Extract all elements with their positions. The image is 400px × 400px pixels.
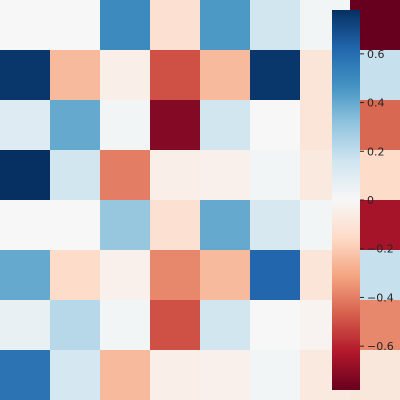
heatmap-cell — [150, 50, 200, 100]
colorbar-gradient — [332, 10, 360, 390]
heatmap-cell — [50, 50, 100, 100]
colorbar-tick-label: 0.4 — [367, 97, 385, 110]
heatmap-cell — [100, 0, 150, 50]
colorbar-ticks: 0.6 0.4 0.2 0 −0.2 −0.4 −0.6 — [360, 48, 394, 353]
heatmap-cell — [0, 350, 50, 400]
heatmap-cell — [150, 300, 200, 350]
colorbar-tick-label: 0 — [367, 194, 374, 207]
heatmap-cell — [250, 350, 300, 400]
heatmap-cell — [50, 100, 100, 150]
heatmap-cell — [200, 100, 250, 150]
heatmap-cell — [250, 50, 300, 100]
heatmap-cell — [100, 50, 150, 100]
heatmap-cell — [150, 100, 200, 150]
heatmap-cell — [250, 300, 300, 350]
heatmap-cell — [100, 100, 150, 150]
heatmap-cell — [250, 0, 300, 50]
heatmap-cell — [100, 250, 150, 300]
heatmap-cell — [100, 200, 150, 250]
heatmap-cell — [0, 0, 50, 50]
colorbar-tick-label: 0.6 — [367, 48, 385, 61]
heatmap-cell — [200, 150, 250, 200]
heatmap-cell — [150, 0, 200, 50]
colorbar-tick-label: 0.2 — [367, 145, 385, 158]
heatmap-cell — [50, 200, 100, 250]
heatmap-cell — [250, 200, 300, 250]
heatmap-cell — [100, 350, 150, 400]
heatmap-cell — [150, 250, 200, 300]
heatmap-cell — [0, 50, 50, 100]
heatmap-cell — [250, 100, 300, 150]
heatmap-cell — [0, 250, 50, 300]
heatmap-cell — [200, 250, 250, 300]
heatmap-cell — [200, 300, 250, 350]
heatmap-cell — [50, 350, 100, 400]
heatmap-cell — [50, 250, 100, 300]
heatmap-cell — [150, 200, 200, 250]
heatmap-cell — [200, 50, 250, 100]
heatmap-cell — [0, 300, 50, 350]
heatmap-cell — [0, 150, 50, 200]
colorbar: 0.6 0.4 0.2 0 −0.2 −0.4 −0.6 — [332, 10, 394, 390]
heatmap-cell — [0, 100, 50, 150]
heatmap-cell — [200, 200, 250, 250]
heatmap-cell — [250, 150, 300, 200]
colorbar-tick-label: −0.4 — [367, 291, 394, 304]
heatmap-cell — [200, 350, 250, 400]
heatmap-cell — [200, 0, 250, 50]
heatmap-cell — [150, 150, 200, 200]
heatmap-cell — [100, 150, 150, 200]
heatmap-cell — [100, 300, 150, 350]
heatmap-cell — [150, 350, 200, 400]
heatmap-cell — [0, 200, 50, 250]
heatmap-cell — [50, 300, 100, 350]
heatmap-cell — [50, 150, 100, 200]
heatmap-cell — [50, 0, 100, 50]
colorbar-tick-label: −0.6 — [367, 340, 394, 353]
heatmap-cell — [250, 250, 300, 300]
colorbar-tick-label: −0.2 — [367, 243, 394, 256]
